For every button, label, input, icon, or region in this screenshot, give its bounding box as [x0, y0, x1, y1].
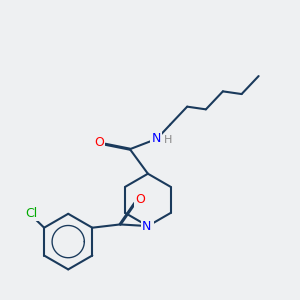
Text: N: N [143, 220, 153, 232]
Text: N: N [152, 132, 161, 145]
Text: Cl: Cl [26, 208, 38, 220]
Text: O: O [94, 136, 104, 149]
Text: O: O [135, 193, 145, 206]
Text: H: H [164, 135, 172, 145]
Text: N: N [142, 220, 151, 232]
